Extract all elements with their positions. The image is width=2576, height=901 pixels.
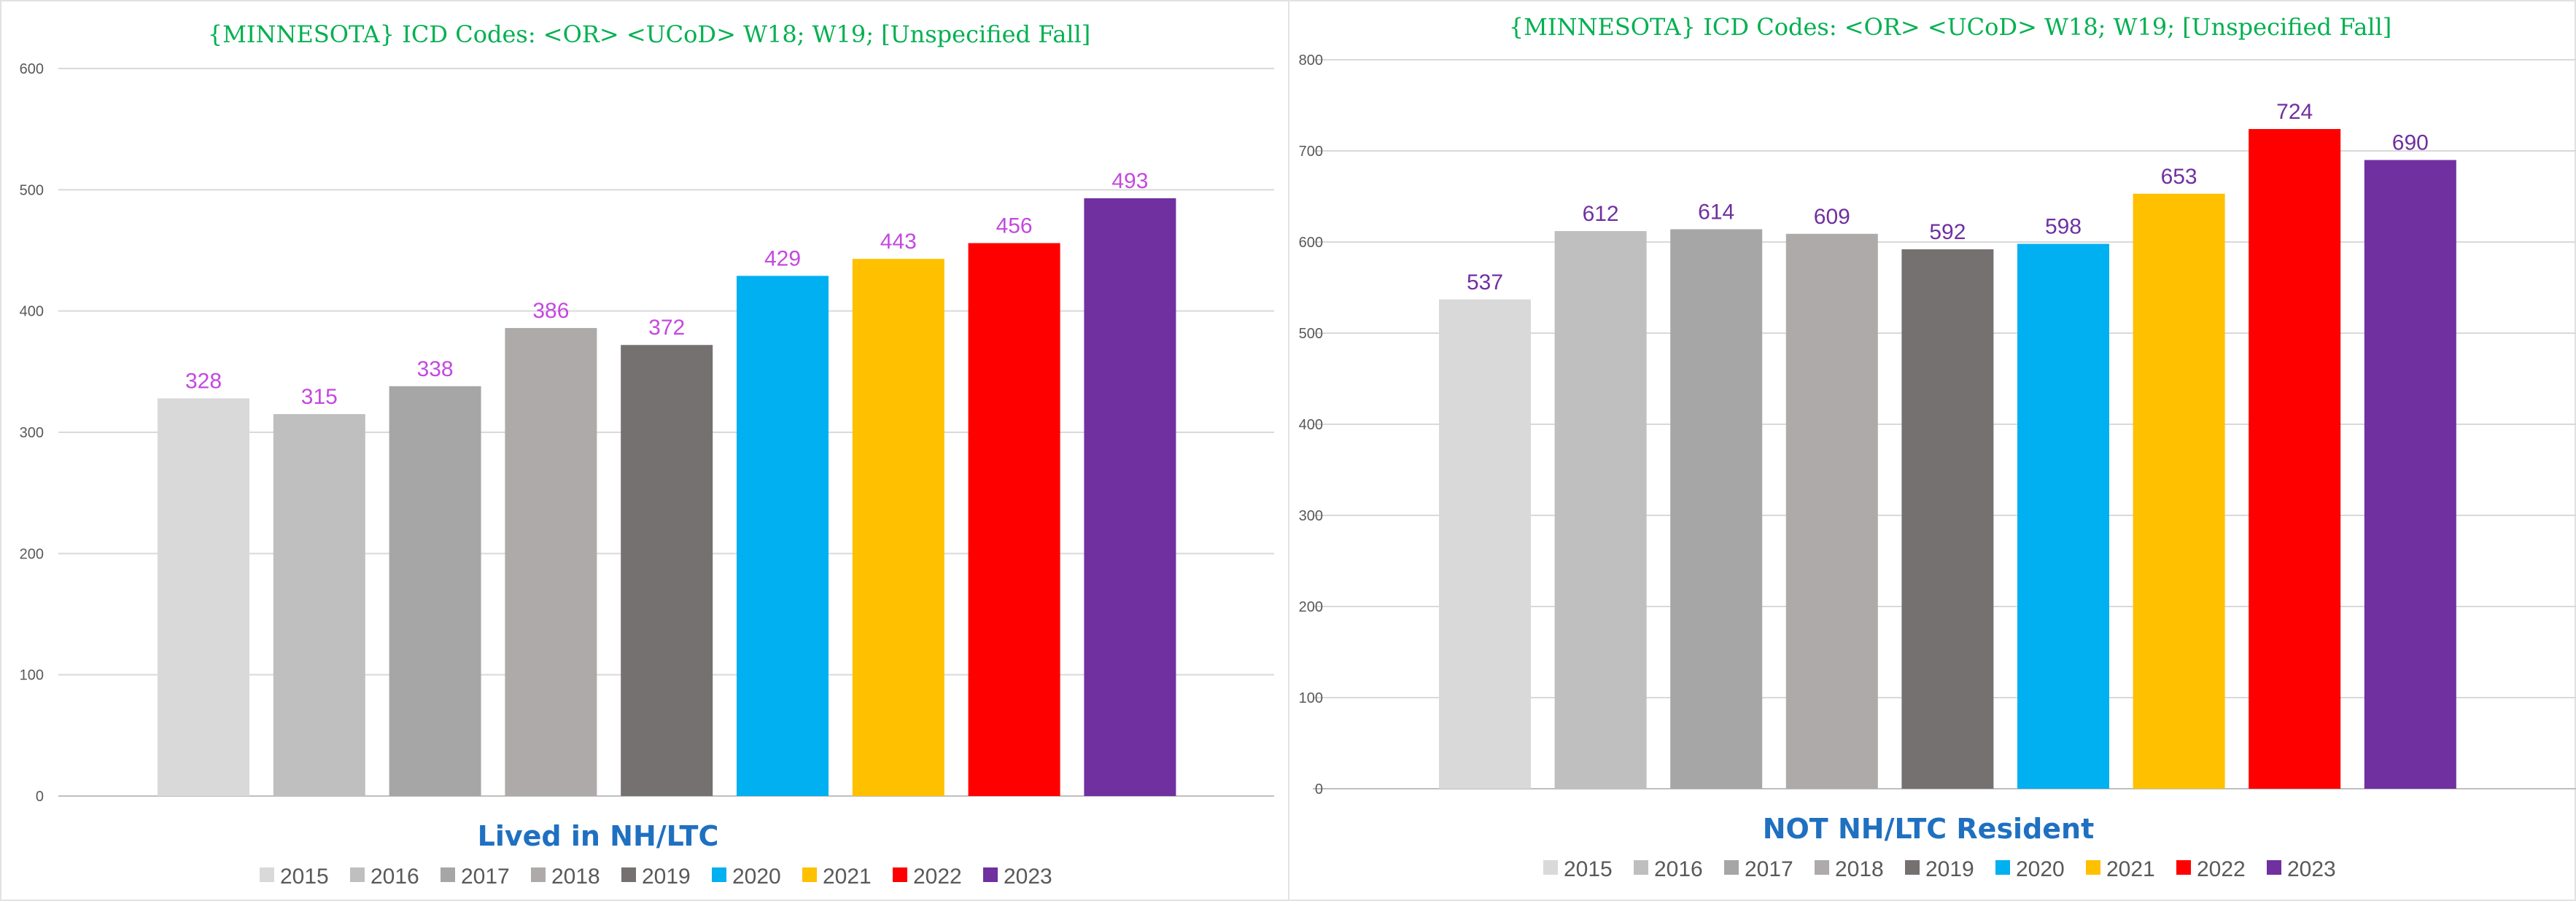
bar-2023 <box>1084 198 1176 796</box>
legend-swatch-2022 <box>893 867 907 882</box>
y-tick-label: 500 <box>20 182 44 198</box>
bar-chart-not-nh-ltc-resident: {MINNESOTA} ICD Codes: <OR> <UCoD> W18; … <box>1299 13 2576 881</box>
data-label-2019: 592 <box>1929 220 1966 244</box>
legend-swatch-2020 <box>712 867 726 882</box>
legend-label-2019: 2019 <box>642 865 691 889</box>
legend-label-2019: 2019 <box>1925 857 1974 881</box>
legend-label-2017: 2017 <box>1745 857 1793 881</box>
y-tick-label: 400 <box>20 304 44 320</box>
data-label-2022: 456 <box>996 214 1033 238</box>
y-tick-label: 300 <box>20 425 44 441</box>
bar-2016 <box>273 414 365 796</box>
data-label-2017: 614 <box>1698 200 1734 225</box>
bar-2021 <box>852 259 944 797</box>
legend-label-2015: 2015 <box>280 865 329 889</box>
legend-label-2017: 2017 <box>461 865 510 889</box>
legend-label-2016: 2016 <box>1654 857 1703 881</box>
bar-2018 <box>1785 233 1878 789</box>
y-tick-label: 700 <box>1299 144 1323 160</box>
bar-2022 <box>968 243 1060 796</box>
y-tick-label: 400 <box>1299 417 1323 433</box>
y-tick-label: 600 <box>20 61 44 77</box>
data-label-2020: 429 <box>764 246 801 270</box>
bar-2020 <box>737 276 829 796</box>
bar-2019 <box>621 345 713 796</box>
chart-title: {MINNESOTA} ICD Codes: <OR> <UCoD> W18; … <box>208 20 1091 48</box>
legend-swatch-2016 <box>350 867 365 882</box>
legend-swatch-2023 <box>2267 860 2281 875</box>
bar-2022 <box>2249 129 2341 789</box>
legend-swatch-2018 <box>1815 860 1829 875</box>
legend-label-2016: 2016 <box>371 865 419 889</box>
legend-label-2018: 2018 <box>1835 857 1884 881</box>
y-tick-label: 200 <box>1299 599 1323 615</box>
y-tick-label: 300 <box>1299 508 1323 524</box>
legend-swatch-2023 <box>983 867 998 882</box>
legend-swatch-2020 <box>1995 860 2010 875</box>
bar-2017 <box>389 386 481 796</box>
y-tick-label: 800 <box>1299 52 1323 69</box>
y-tick-label: 200 <box>20 546 44 562</box>
data-label-2021: 653 <box>2161 165 2197 189</box>
y-tick-label: 100 <box>1299 690 1323 706</box>
data-label-2016: 612 <box>1583 202 1619 226</box>
x-axis-title: NOT NH/LTC Resident <box>1763 813 2095 845</box>
data-label-2016: 315 <box>301 385 338 409</box>
data-label-2023: 493 <box>1112 169 1148 193</box>
legend-swatch-2018 <box>531 867 546 882</box>
bar-2017 <box>1670 229 1763 789</box>
legend-label-2020: 2020 <box>2016 857 2065 881</box>
legend-label-2022: 2022 <box>2197 857 2246 881</box>
legend-swatch-2021 <box>2086 860 2100 875</box>
y-tick-label: 0 <box>1315 781 1323 797</box>
legend-swatch-2021 <box>802 867 817 882</box>
legend-label-2021: 2021 <box>823 865 872 889</box>
y-tick-label: 0 <box>36 789 44 805</box>
bar-2020 <box>2017 243 2109 789</box>
y-tick-label: 100 <box>20 668 44 684</box>
data-label-2021: 443 <box>880 230 917 254</box>
bar-2018 <box>505 327 597 796</box>
bar-2016 <box>1554 231 1647 789</box>
legend-label-2015: 2015 <box>1564 857 1613 881</box>
data-label-2015: 328 <box>185 369 222 393</box>
bar-chart-lived-in-nh-ltc: {MINNESOTA} ICD Codes: <OR> <UCoD> W18; … <box>20 20 1274 889</box>
chart-panel-lived-in-nh-ltc: {MINNESOTA} ICD Codes: <OR> <UCoD> W18; … <box>0 0 1289 901</box>
legend-swatch-2019 <box>621 867 636 882</box>
data-label-2018: 609 <box>1814 205 1850 229</box>
legend-swatch-2019 <box>1905 860 1920 875</box>
x-axis-title: Lived in NH/LTC <box>478 820 719 852</box>
bar-2019 <box>1901 249 1994 789</box>
legend-swatch-2015 <box>1543 860 1558 875</box>
data-label-2018: 386 <box>532 299 569 323</box>
bar-2021 <box>2133 193 2225 789</box>
legend-swatch-2016 <box>1634 860 1648 875</box>
chart-panel-not-nh-ltc-resident: {MINNESOTA} ICD Codes: <OR> <UCoD> W18; … <box>1289 0 2576 901</box>
legend-swatch-2015 <box>260 867 274 882</box>
data-label-2019: 372 <box>648 316 685 340</box>
bar-2015 <box>1439 299 1531 789</box>
data-label-2022: 724 <box>2276 100 2313 124</box>
legend-label-2022: 2022 <box>913 865 962 889</box>
y-tick-label: 600 <box>1299 235 1323 251</box>
bar-2023 <box>2364 160 2456 789</box>
legend-label-2021: 2021 <box>2106 857 2155 881</box>
legend-swatch-2017 <box>441 867 455 882</box>
legend-swatch-2022 <box>2176 860 2191 875</box>
legend-label-2023: 2023 <box>1004 865 1052 889</box>
chart-title: {MINNESOTA} ICD Codes: <OR> <UCoD> W18; … <box>1509 13 2392 41</box>
data-label-2017: 338 <box>417 357 454 381</box>
legend-label-2020: 2020 <box>732 865 781 889</box>
bar-2015 <box>158 398 249 796</box>
data-label-2015: 537 <box>1467 270 1503 295</box>
data-label-2023: 690 <box>2392 131 2429 155</box>
data-label-2020: 598 <box>2045 215 2082 239</box>
legend-swatch-2017 <box>1724 860 1739 875</box>
legend-label-2018: 2018 <box>551 865 600 889</box>
y-tick-label: 500 <box>1299 326 1323 342</box>
legend-label-2023: 2023 <box>2287 857 2336 881</box>
